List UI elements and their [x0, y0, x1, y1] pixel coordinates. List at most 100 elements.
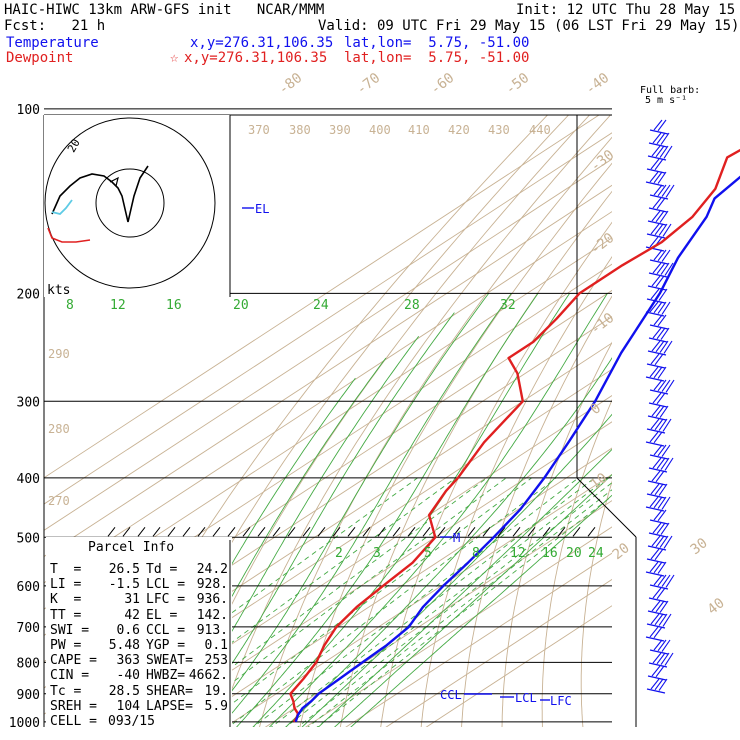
wind-barb-flag	[661, 496, 671, 510]
wind-barb-flag	[664, 457, 674, 471]
theta-tick-label: 440	[529, 123, 551, 137]
mixing-ratio-line	[316, 495, 612, 727]
isotherm-line	[385, 578, 612, 727]
wind-barb-flag	[651, 145, 661, 157]
wind-barb-flag	[650, 158, 660, 170]
wind-barb-flag	[665, 379, 675, 393]
wind-barb-flag	[657, 509, 667, 522]
dewpoint-profile	[289, 148, 740, 723]
wind-barb-flag	[658, 223, 668, 236]
theta-tick-label: 430	[488, 123, 510, 137]
isotherm-line	[44, 211, 612, 584]
temperature-tick-label: -80	[276, 70, 306, 98]
parcel-info-cell: TT =	[50, 607, 82, 623]
temperature-tick-label: -40	[583, 70, 613, 98]
hatch-mark	[482, 526, 491, 537]
parcel-info-cell: -40	[116, 668, 140, 684]
parcel-info-cell: CELL =	[50, 714, 97, 729]
wind-barb-flag	[662, 223, 672, 237]
wind-barb-flag	[659, 405, 669, 418]
isotherm-line	[305, 526, 612, 727]
wind-barb-flag	[649, 561, 659, 573]
mixing-ratio-label: 28	[404, 298, 420, 313]
lcl-label: LCL	[515, 691, 537, 705]
parcel-info-cell: SWEAT=	[146, 653, 193, 669]
wind-barb-flag	[661, 301, 671, 315]
wind-barb-flag	[655, 340, 665, 353]
mixing-ratio-line	[307, 489, 612, 727]
hodograph-outer-ring	[44, 117, 216, 289]
pressure-tick-label: 900	[17, 688, 40, 703]
parcel-info-cell: -1.5	[108, 577, 140, 593]
hodograph: 20	[44, 115, 231, 297]
pressure-tick-label: 500	[17, 531, 40, 546]
parcel-info-cell: SREH =	[50, 698, 97, 714]
theta-tick-label: 410	[408, 123, 430, 137]
lfc-label: LFC	[550, 694, 572, 708]
parcel-info-cell: 5.9	[204, 698, 228, 714]
wind-barb-flag	[650, 418, 660, 430]
wind-barb-flag	[663, 145, 673, 159]
parcel-info-cell: CCL =	[146, 622, 186, 638]
hodograph-storm-marker	[109, 176, 119, 187]
hatch-mark	[392, 526, 401, 537]
parcel-info-cell: 142.	[196, 607, 228, 623]
mixing-ratio-line	[285, 477, 608, 727]
hatch-mark	[527, 526, 536, 537]
moist-adiabat-line	[203, 293, 490, 727]
isotherm-line	[44, 158, 612, 531]
parcel-info-cell: 0.1	[204, 638, 228, 653]
hatch-mark	[542, 526, 551, 537]
parcel-info-background	[46, 537, 232, 727]
hatch-mark	[242, 526, 251, 537]
hatch-mark	[257, 526, 266, 537]
wind-barb-flag	[653, 184, 663, 196]
wind-barb-flag	[658, 678, 668, 691]
wind-barb-flag	[657, 301, 667, 314]
wind-barb-flag	[653, 314, 663, 326]
moist-adiabat-line	[334, 474, 612, 727]
wind-barb-flag	[655, 210, 665, 223]
temperature-tick-label: -50	[503, 70, 533, 98]
wind-barb-flag	[650, 483, 660, 495]
mixing-ratio-label: 5	[424, 546, 432, 561]
wind-barb-flag	[653, 249, 663, 261]
wind-barb-flag	[649, 236, 659, 248]
temperature-tick-label: -10	[588, 310, 618, 338]
mixing-ratio-label: 8	[472, 546, 480, 561]
wind-barb-flag	[651, 340, 661, 352]
theta-tick-label: 420	[448, 123, 470, 137]
wind-barb-flag	[660, 327, 670, 340]
wind-barb-flag	[657, 639, 667, 652]
wind-barb-flag	[656, 262, 666, 275]
dewpoint-marker-icon: ☆	[170, 50, 179, 66]
parcel-info-cell: PW =	[50, 638, 82, 653]
isotherm-line	[44, 237, 612, 610]
parcel-info-cell: 253	[204, 653, 228, 669]
wind-barb-flag	[661, 574, 671, 587]
frame-right-diagonal	[576, 477, 637, 538]
pressure-tick-label: 600	[17, 580, 40, 595]
theta-tick-label: 390	[329, 123, 351, 137]
isotherm-line	[345, 552, 612, 727]
dry-adiabat-line	[380, 221, 612, 727]
temperature-tick-label: 20	[610, 540, 633, 563]
temperature-latlon: lat,lon= 5.75, -51.00	[344, 35, 530, 51]
wind-barb-flag	[653, 379, 663, 391]
wind-barb-shaft	[645, 506, 665, 512]
moist-adiabat-line	[350, 494, 612, 727]
isotherm-line	[104, 394, 612, 727]
wind-barb-flag	[651, 470, 661, 482]
parcel-info-cell: 093/15	[108, 714, 155, 729]
hodograph-red-trace	[47, 227, 91, 243]
mixing-ratio-line	[227, 477, 557, 727]
wind-barb-flag	[656, 197, 666, 210]
moist-adiabat-line	[236, 293, 539, 727]
hatch-mark	[407, 526, 416, 537]
parcel-info-cell: 4662.	[188, 668, 228, 684]
wind-barb-flag	[657, 496, 667, 509]
moist-adiabat-line	[268, 293, 608, 727]
hodograph-inner-ring	[95, 168, 165, 238]
plot-frame	[43, 114, 637, 727]
forecast-hour: Fcst: 21 h	[4, 18, 105, 34]
